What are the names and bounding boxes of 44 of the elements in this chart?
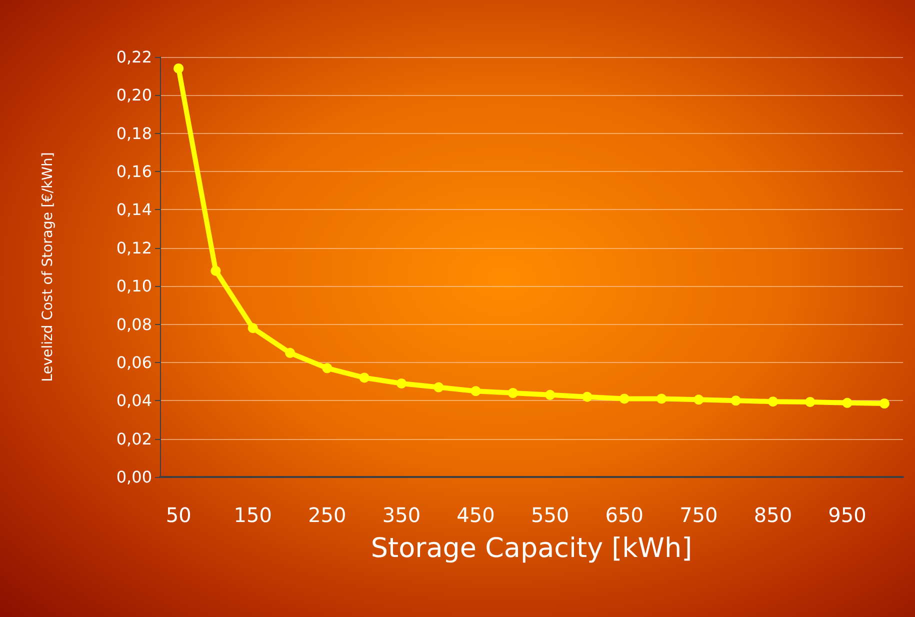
y-tick-label: 0,16 <box>116 162 152 182</box>
point <box>545 390 556 400</box>
y-tick-label: 0,20 <box>116 86 152 105</box>
y-tick-label: 0,18 <box>116 124 152 143</box>
x-tick-label: 250 <box>308 503 346 527</box>
x-tick-label: 550 <box>530 503 570 527</box>
x-tick-label: 850 <box>754 503 792 527</box>
point <box>508 388 518 398</box>
y-tick-label: 0,06 <box>116 352 152 372</box>
x-tick-label: 950 <box>828 503 866 527</box>
y-tick-label: 0,08 <box>116 314 152 334</box>
point <box>582 392 592 402</box>
point <box>359 372 370 383</box>
y-tick-label: 0,02 <box>116 429 152 448</box>
y-tick-label: 0,00 <box>116 468 152 486</box>
y-tick-label: 0,04 <box>116 391 152 410</box>
x-tick-label: 50 <box>166 503 192 527</box>
point <box>470 386 481 396</box>
y-tick-label: 0,10 <box>116 276 152 296</box>
point <box>656 394 667 404</box>
point <box>805 396 816 407</box>
x-tick-label: 450 <box>456 503 495 527</box>
point <box>248 323 258 334</box>
y-tick-label: 0,22 <box>116 48 152 66</box>
point <box>842 398 852 408</box>
y-tick-label: 0,12 <box>116 238 152 258</box>
point <box>730 396 741 406</box>
x-tick-label: 650 <box>605 503 644 527</box>
x-tick-label: 750 <box>680 503 718 527</box>
point <box>619 394 630 404</box>
y-axis-title: Levelizd Cost of Storage [€/kWh] <box>40 152 56 382</box>
x-tick-label: 350 <box>382 503 421 527</box>
point <box>694 394 704 405</box>
y-tick-label: 0,14 <box>116 200 152 220</box>
point <box>174 63 184 74</box>
point <box>210 266 221 276</box>
point <box>285 348 296 358</box>
point <box>879 398 890 408</box>
point <box>396 378 406 388</box>
point <box>768 396 778 407</box>
point <box>434 382 444 392</box>
x-tick-label: 150 <box>234 503 272 527</box>
x-axis-title: Storage Capacity [kWh] <box>370 533 692 564</box>
point <box>322 363 332 374</box>
